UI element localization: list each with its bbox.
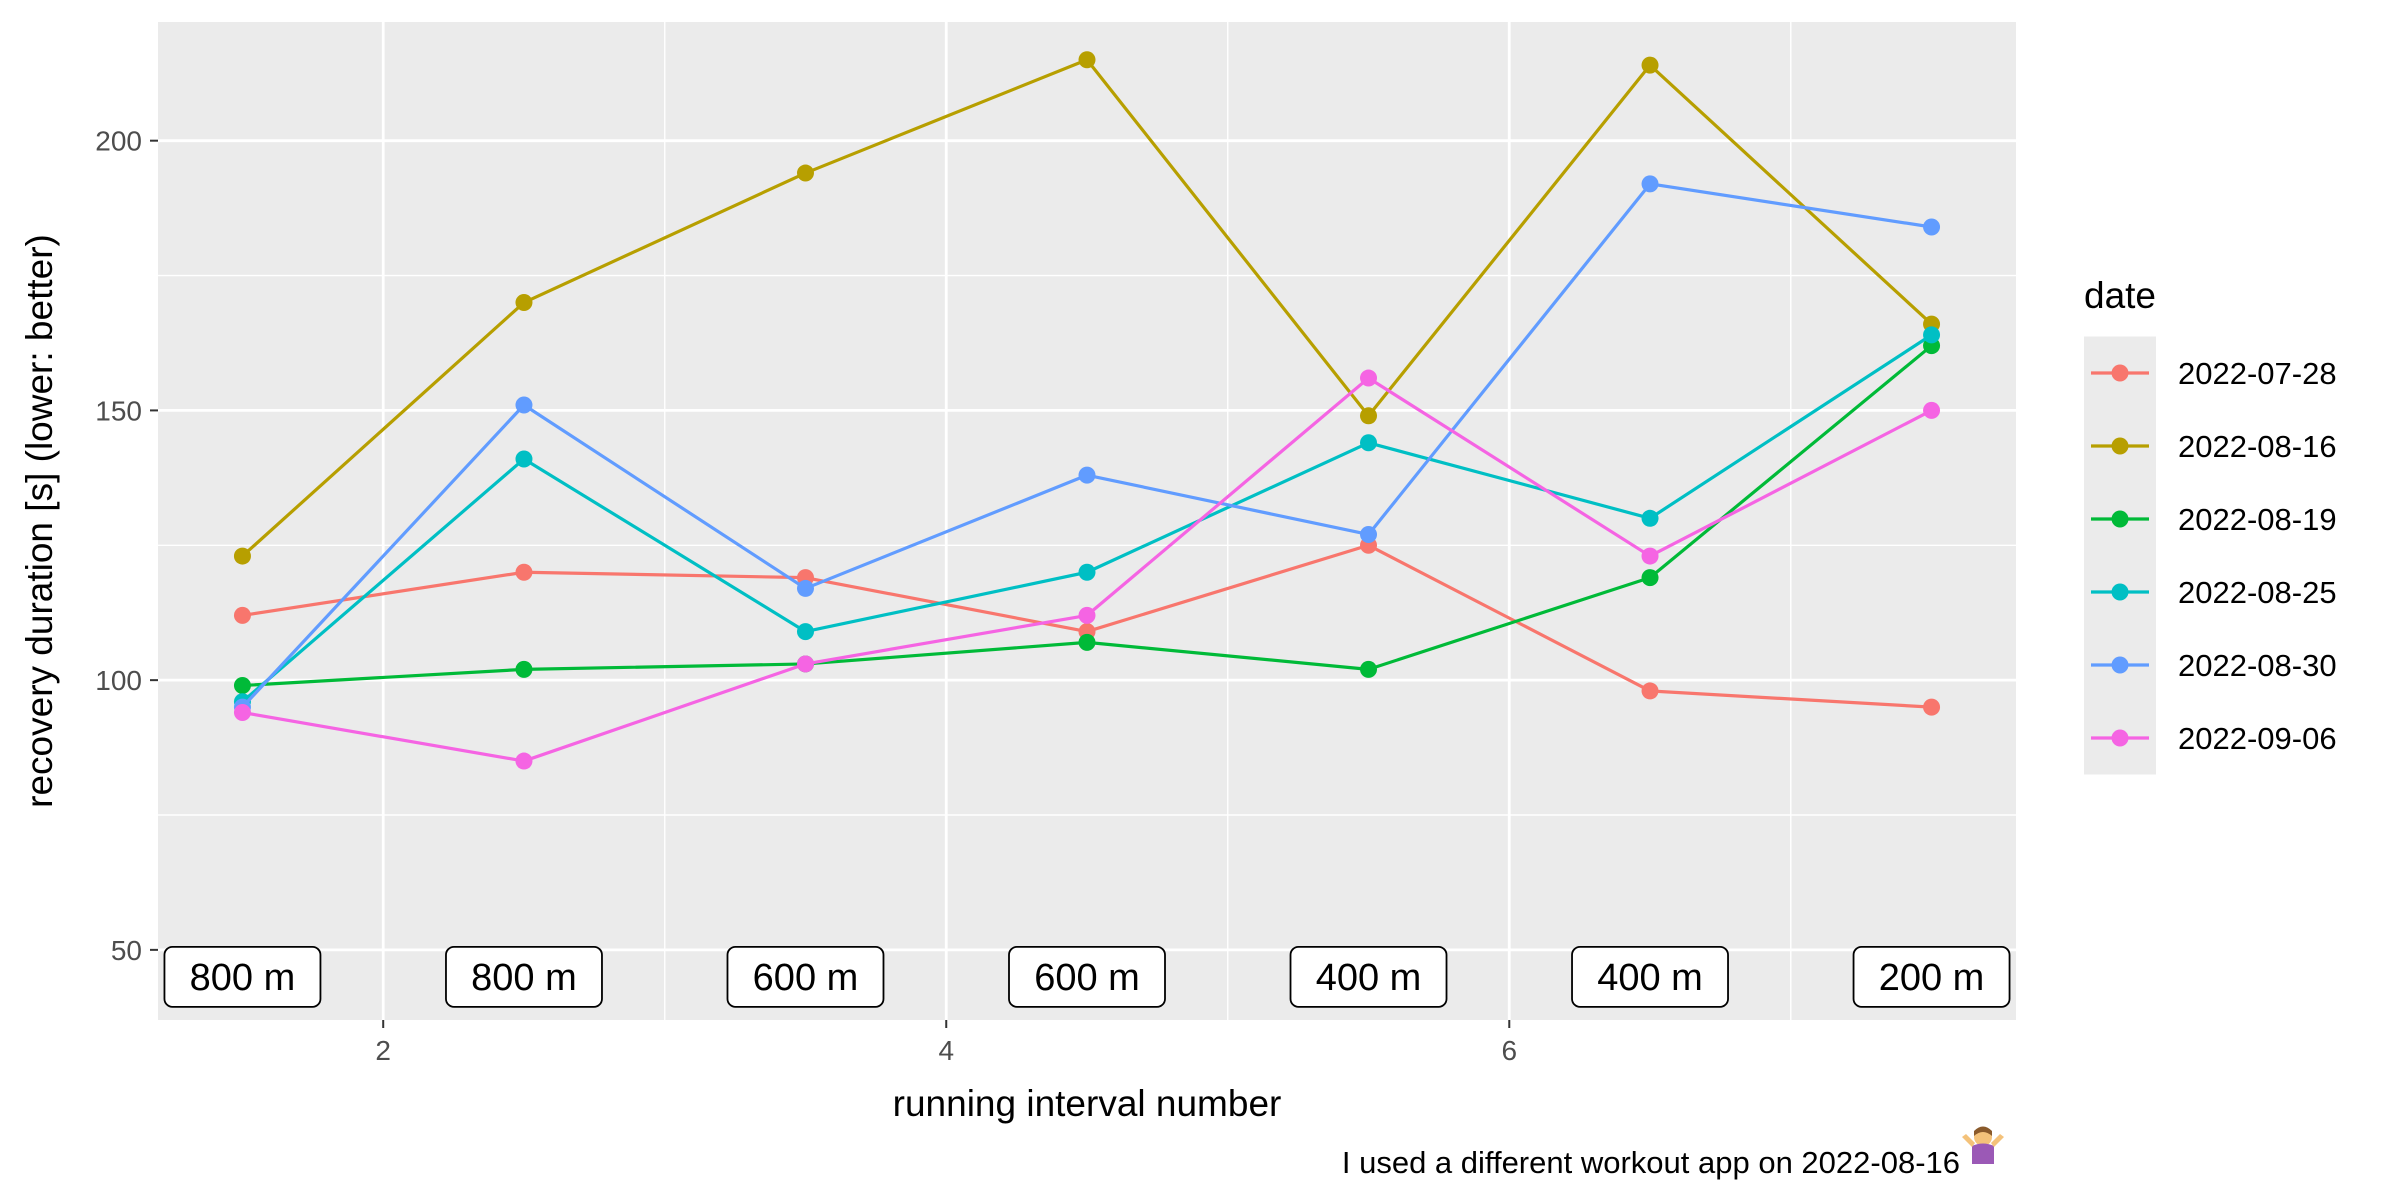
legend-label: 2022-08-16 [2178, 429, 2337, 464]
data-point [515, 563, 533, 581]
minor-gridlines [158, 22, 2016, 1020]
data-point [796, 164, 814, 182]
interval-label-box [1289, 945, 1448, 1008]
data-point [796, 623, 814, 641]
data-point [233, 606, 251, 624]
data-point [1078, 606, 1096, 624]
legend-item: 2022-07-28 [2091, 356, 2337, 391]
legend-label: 2022-08-19 [2178, 502, 2337, 537]
data-point [796, 655, 814, 673]
legend-key-point [2111, 364, 2129, 382]
series-2022-07-28 [233, 536, 1941, 716]
interval-label-box [726, 945, 885, 1008]
legend-item: 2022-08-16 [2091, 429, 2337, 464]
y-tick-label: 50 [111, 935, 142, 966]
x-axis-title: running interval number [893, 1083, 1282, 1124]
x-tick-label: 6 [1501, 1035, 1517, 1066]
tick-labels: 2 4 6 50 100 150 200 [95, 126, 1517, 1066]
legend-key-point [2111, 510, 2129, 528]
series-layer [233, 51, 1941, 770]
interval-label-box [445, 945, 603, 1008]
interval-label: 600 m [1008, 945, 1166, 1008]
data-point [1360, 407, 1378, 425]
data-point [1641, 175, 1659, 193]
x-tick-label: 2 [375, 1035, 391, 1066]
caption: I used a different workout app on 2022-0… [1342, 1145, 1960, 1180]
interval-label-text: 800 m [190, 957, 296, 999]
interval-label-text: 200 m [1879, 957, 1985, 999]
y-tick-label: 200 [95, 126, 142, 157]
data-point [233, 677, 251, 695]
legend-title: date [2084, 275, 2156, 316]
data-point [1360, 369, 1378, 387]
interval-label: 800 m [163, 945, 322, 1008]
data-point [1923, 401, 1941, 419]
legend-key-point [2111, 729, 2129, 747]
legend-label: 2022-07-28 [2178, 356, 2337, 391]
data-point [1078, 466, 1096, 484]
legend-label: 2022-08-25 [2178, 575, 2337, 610]
person-shrugging-icon [1962, 1126, 2004, 1164]
interval-label-text: 400 m [1597, 957, 1703, 999]
data-point [1078, 51, 1096, 69]
legend-key-point [2111, 437, 2129, 455]
series-2022-08-30 [233, 175, 1941, 716]
data-point [515, 396, 533, 414]
data-point [1641, 509, 1659, 527]
plot-panel [158, 22, 2016, 1020]
data-point [233, 547, 251, 565]
interval-label: 200 m [1852, 945, 2011, 1008]
legend: date 2022-07-28 2022-08-16 2022-08-19 2022-0… [2084, 275, 2337, 775]
interval-label: 400 m [1289, 945, 1448, 1008]
legend-key-background [2084, 336, 2156, 775]
interval-label-box [1571, 945, 1729, 1008]
y-tick-label: 100 [95, 665, 142, 696]
y-axis-title: recovery duration [s] (lower: better) [19, 234, 60, 808]
data-point [515, 660, 533, 678]
legend-key-point [2111, 583, 2129, 601]
interval-labels: 800 m 800 m 600 m 600 m 400 m 400 m 200 m [163, 945, 2011, 1008]
interval-label-box [1008, 945, 1166, 1008]
data-point [1923, 698, 1941, 716]
data-point [515, 294, 533, 312]
data-point [515, 752, 533, 770]
y-tick-label: 150 [95, 395, 142, 426]
interval-label-text: 400 m [1316, 957, 1422, 999]
legend-item: 2022-08-19 [2091, 502, 2337, 537]
legend-key-point [2111, 656, 2129, 674]
data-point [1641, 547, 1659, 565]
legend-label: 2022-09-06 [2178, 721, 2337, 756]
data-point [233, 704, 251, 722]
legend-label: 2022-08-30 [2178, 648, 2337, 683]
interval-label: 800 m [445, 945, 603, 1008]
data-point [1360, 660, 1378, 678]
interval-label: 600 m [726, 945, 885, 1008]
data-point [1078, 563, 1096, 581]
data-point [1078, 633, 1096, 651]
axis-ticks [150, 139, 1511, 1028]
data-point [1360, 525, 1378, 543]
interval-label-text: 800 m [471, 957, 577, 999]
data-point [1360, 434, 1378, 452]
data-point [1641, 569, 1659, 587]
interval-label: 400 m [1571, 945, 1729, 1008]
legend-item: 2022-08-25 [2091, 575, 2337, 610]
interval-label-box [163, 945, 322, 1008]
interval-label-text: 600 m [753, 957, 859, 999]
data-point [1923, 218, 1941, 236]
data-point [515, 450, 533, 468]
data-point [796, 579, 814, 597]
series-2022-09-06 [233, 369, 1941, 770]
interval-label-box [1852, 945, 2011, 1008]
data-point [1923, 326, 1941, 344]
data-point [1641, 56, 1659, 74]
legend-item: 2022-09-06 [2091, 721, 2337, 756]
interval-label-text: 600 m [1034, 957, 1140, 999]
data-point [1641, 682, 1659, 700]
x-tick-label: 4 [938, 1035, 954, 1066]
legend-item: 2022-08-30 [2091, 648, 2337, 683]
